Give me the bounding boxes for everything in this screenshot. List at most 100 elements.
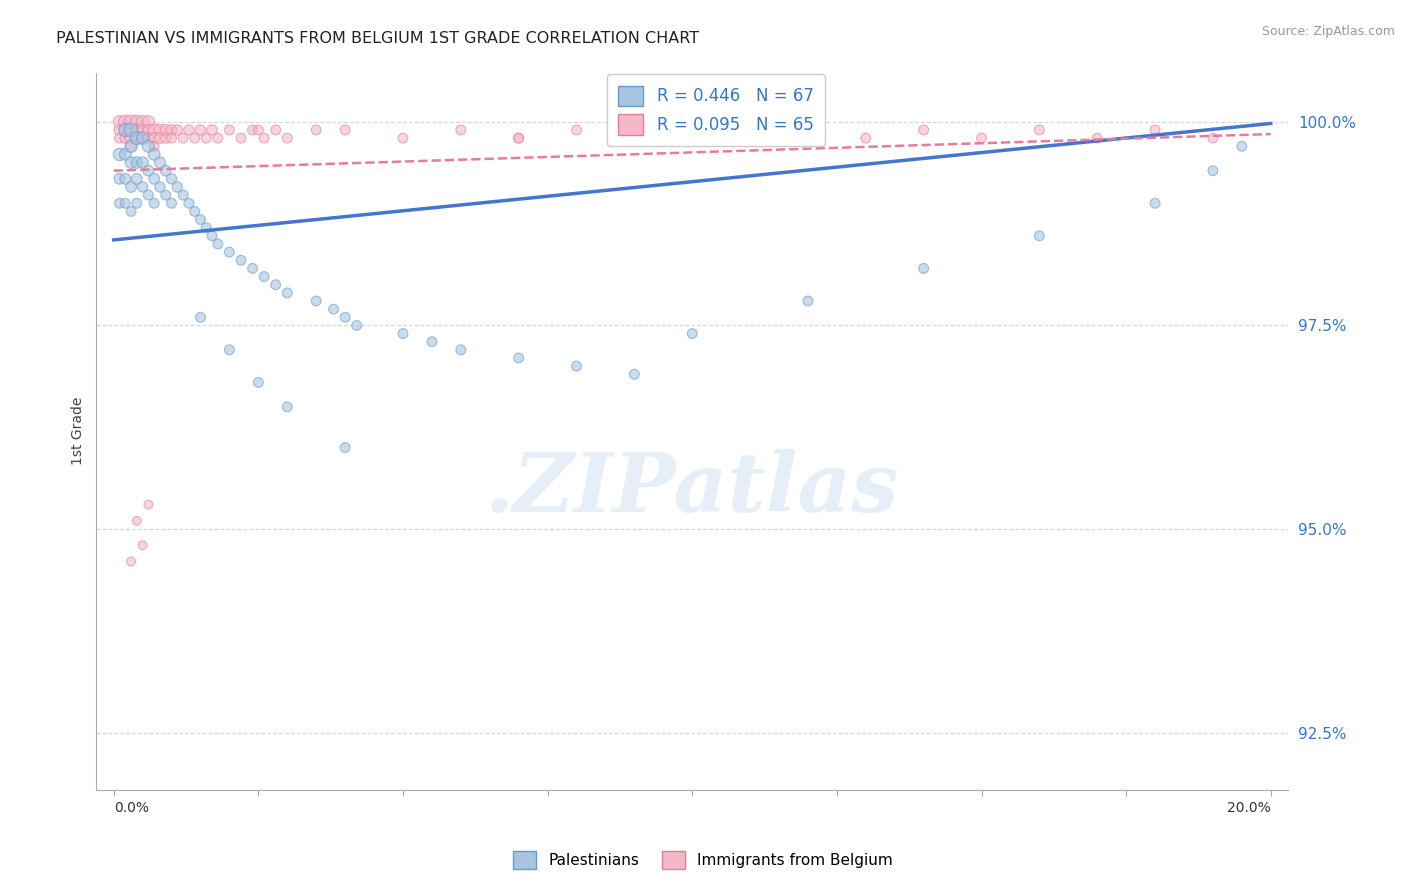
Point <box>392 131 415 145</box>
Legend: R = 0.446   N = 67, R = 0.095   N = 65: R = 0.446 N = 67, R = 0.095 N = 65 <box>607 74 825 146</box>
Point <box>120 155 142 169</box>
Point <box>149 155 172 169</box>
Point <box>172 188 194 202</box>
Point <box>114 131 136 145</box>
Point <box>738 131 761 145</box>
Point <box>242 261 264 276</box>
Point <box>190 123 212 137</box>
Point <box>120 204 142 219</box>
Point <box>450 343 472 357</box>
Point <box>183 204 205 219</box>
Point <box>565 359 588 373</box>
Point <box>797 123 820 137</box>
Text: Source: ZipAtlas.com: Source: ZipAtlas.com <box>1261 25 1395 38</box>
Point <box>346 318 368 333</box>
Point <box>138 188 160 202</box>
Point <box>120 139 142 153</box>
Point <box>120 555 142 569</box>
Point <box>131 155 153 169</box>
Point <box>108 147 131 161</box>
Point <box>131 123 153 137</box>
Point <box>253 269 276 284</box>
Point <box>120 123 142 137</box>
Point <box>138 115 160 129</box>
Legend: Palestinians, Immigrants from Belgium: Palestinians, Immigrants from Belgium <box>508 845 898 875</box>
Point <box>1202 131 1225 145</box>
Point <box>138 139 160 153</box>
Point <box>912 261 935 276</box>
Point <box>143 147 166 161</box>
Point <box>131 538 153 552</box>
Point <box>508 351 530 365</box>
Point <box>108 123 131 137</box>
Point <box>229 253 252 268</box>
Point <box>125 131 148 145</box>
Point <box>681 123 703 137</box>
Point <box>333 441 356 455</box>
Point <box>131 115 153 129</box>
Point <box>138 123 160 137</box>
Point <box>120 123 142 137</box>
Point <box>125 514 148 528</box>
Point <box>138 163 160 178</box>
Point <box>120 131 142 145</box>
Point <box>114 196 136 211</box>
Point <box>138 131 160 145</box>
Point <box>1085 131 1108 145</box>
Point <box>114 123 136 137</box>
Point <box>120 180 142 194</box>
Point <box>855 131 877 145</box>
Point <box>131 131 153 145</box>
Y-axis label: 1st Grade: 1st Grade <box>72 397 86 466</box>
Point <box>114 123 136 137</box>
Point <box>143 139 166 153</box>
Point <box>172 131 194 145</box>
Point <box>166 180 188 194</box>
Point <box>623 368 645 382</box>
Point <box>114 147 136 161</box>
Text: PALESTINIAN VS IMMIGRANTS FROM BELGIUM 1ST GRADE CORRELATION CHART: PALESTINIAN VS IMMIGRANTS FROM BELGIUM 1… <box>56 31 699 46</box>
Point <box>264 123 287 137</box>
Text: 20.0%: 20.0% <box>1227 801 1271 815</box>
Point <box>108 115 131 129</box>
Point <box>247 376 270 390</box>
Point <box>120 115 142 129</box>
Point <box>253 131 276 145</box>
Point <box>305 123 328 137</box>
Point <box>264 277 287 292</box>
Point <box>247 123 270 137</box>
Point <box>305 293 328 308</box>
Point <box>333 123 356 137</box>
Point <box>1028 228 1050 243</box>
Point <box>160 123 183 137</box>
Point <box>276 131 298 145</box>
Point <box>183 131 205 145</box>
Point <box>108 131 131 145</box>
Point <box>229 131 252 145</box>
Point <box>195 131 218 145</box>
Point <box>143 131 166 145</box>
Point <box>166 123 188 137</box>
Point <box>138 498 160 512</box>
Point <box>177 123 200 137</box>
Point <box>114 171 136 186</box>
Point <box>420 334 443 349</box>
Point <box>218 245 240 260</box>
Point <box>1144 123 1167 137</box>
Point <box>392 326 415 341</box>
Point <box>160 196 183 211</box>
Point <box>155 163 177 178</box>
Point <box>797 293 820 308</box>
Point <box>333 310 356 325</box>
Point <box>149 131 172 145</box>
Point <box>143 171 166 186</box>
Point <box>218 123 240 137</box>
Point <box>1028 123 1050 137</box>
Point <box>565 123 588 137</box>
Point <box>149 123 172 137</box>
Point <box>276 285 298 300</box>
Point <box>1202 163 1225 178</box>
Point <box>143 196 166 211</box>
Point <box>207 237 229 252</box>
Point <box>125 131 148 145</box>
